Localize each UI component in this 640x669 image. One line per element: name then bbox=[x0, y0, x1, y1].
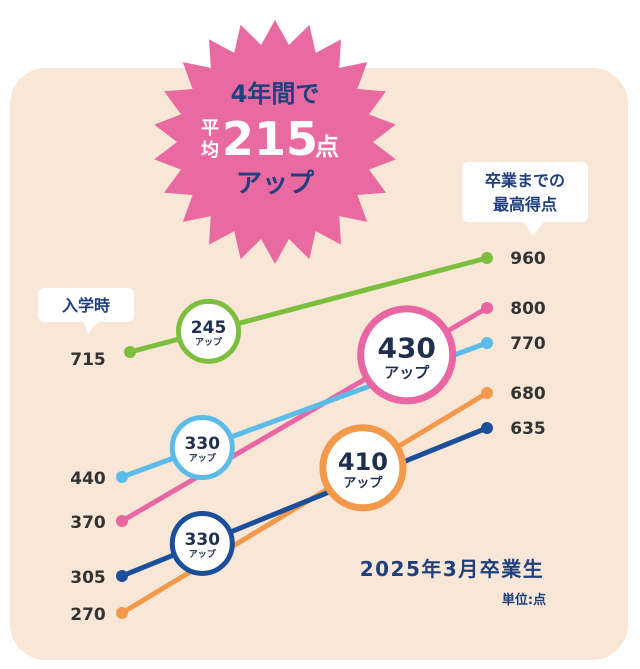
gain-bubble bbox=[169, 510, 235, 576]
burst-number: 215 bbox=[222, 112, 318, 166]
end-value-label: 635 bbox=[510, 419, 546, 439]
end-value-label: 960 bbox=[510, 249, 546, 269]
callout-right-box bbox=[462, 162, 588, 236]
start-value-label: 270 bbox=[70, 605, 106, 625]
burst-prefix-bottom: 均 bbox=[201, 139, 219, 161]
start-point bbox=[116, 471, 128, 483]
end-value-label: 770 bbox=[510, 334, 546, 354]
footer-title: 2025年3月卒業生 bbox=[360, 557, 545, 581]
end-value-label: 800 bbox=[510, 299, 546, 319]
gain-unit: アップ bbox=[189, 548, 217, 560]
callout-left-text: 入学時 bbox=[62, 296, 110, 315]
gain-bubble bbox=[357, 305, 457, 405]
value-labels: 715 960 370 800 440 770 270 680 305 635 bbox=[70, 249, 546, 625]
burst-suffix: 点 bbox=[315, 133, 339, 161]
end-point bbox=[481, 422, 493, 434]
gain-bubble bbox=[319, 424, 407, 512]
footer-unit: 単位:点 bbox=[502, 592, 546, 608]
end-point bbox=[481, 387, 493, 399]
start-point bbox=[124, 346, 136, 358]
burst-prefix-top: 平 bbox=[201, 118, 219, 139]
callout-right-line-2: 最高得点 bbox=[493, 195, 557, 214]
gain-unit: アップ bbox=[384, 363, 430, 381]
gain-value: 410 bbox=[338, 448, 388, 476]
gain-value: 430 bbox=[377, 332, 435, 365]
end-value-label: 680 bbox=[510, 384, 546, 404]
burst-line-1: 4年間で bbox=[231, 80, 320, 108]
gain-bubble bbox=[176, 298, 242, 364]
end-point bbox=[481, 252, 493, 264]
end-point bbox=[481, 337, 493, 349]
start-value-label: 370 bbox=[70, 513, 106, 533]
starburst-badge bbox=[154, 20, 396, 264]
start-point bbox=[116, 570, 128, 582]
gain-value: 330 bbox=[185, 434, 221, 454]
callout-left-box bbox=[38, 288, 134, 334]
gain-unit: アップ bbox=[195, 336, 223, 348]
start-point bbox=[116, 607, 128, 619]
burst-line-3: アップ bbox=[236, 169, 315, 199]
gain-unit: アップ bbox=[343, 476, 383, 491]
gain-unit: アップ bbox=[189, 452, 217, 464]
start-value-label: 440 bbox=[70, 469, 106, 489]
start-point bbox=[116, 515, 128, 527]
gain-value: 330 bbox=[185, 530, 221, 550]
callout-right-line-1: 卒業までの bbox=[485, 171, 565, 190]
end-point bbox=[481, 302, 493, 314]
start-value-label: 715 bbox=[70, 350, 106, 370]
gain-bubble bbox=[169, 415, 235, 481]
gain-value: 245 bbox=[191, 318, 227, 338]
start-value-label: 305 bbox=[70, 568, 106, 588]
